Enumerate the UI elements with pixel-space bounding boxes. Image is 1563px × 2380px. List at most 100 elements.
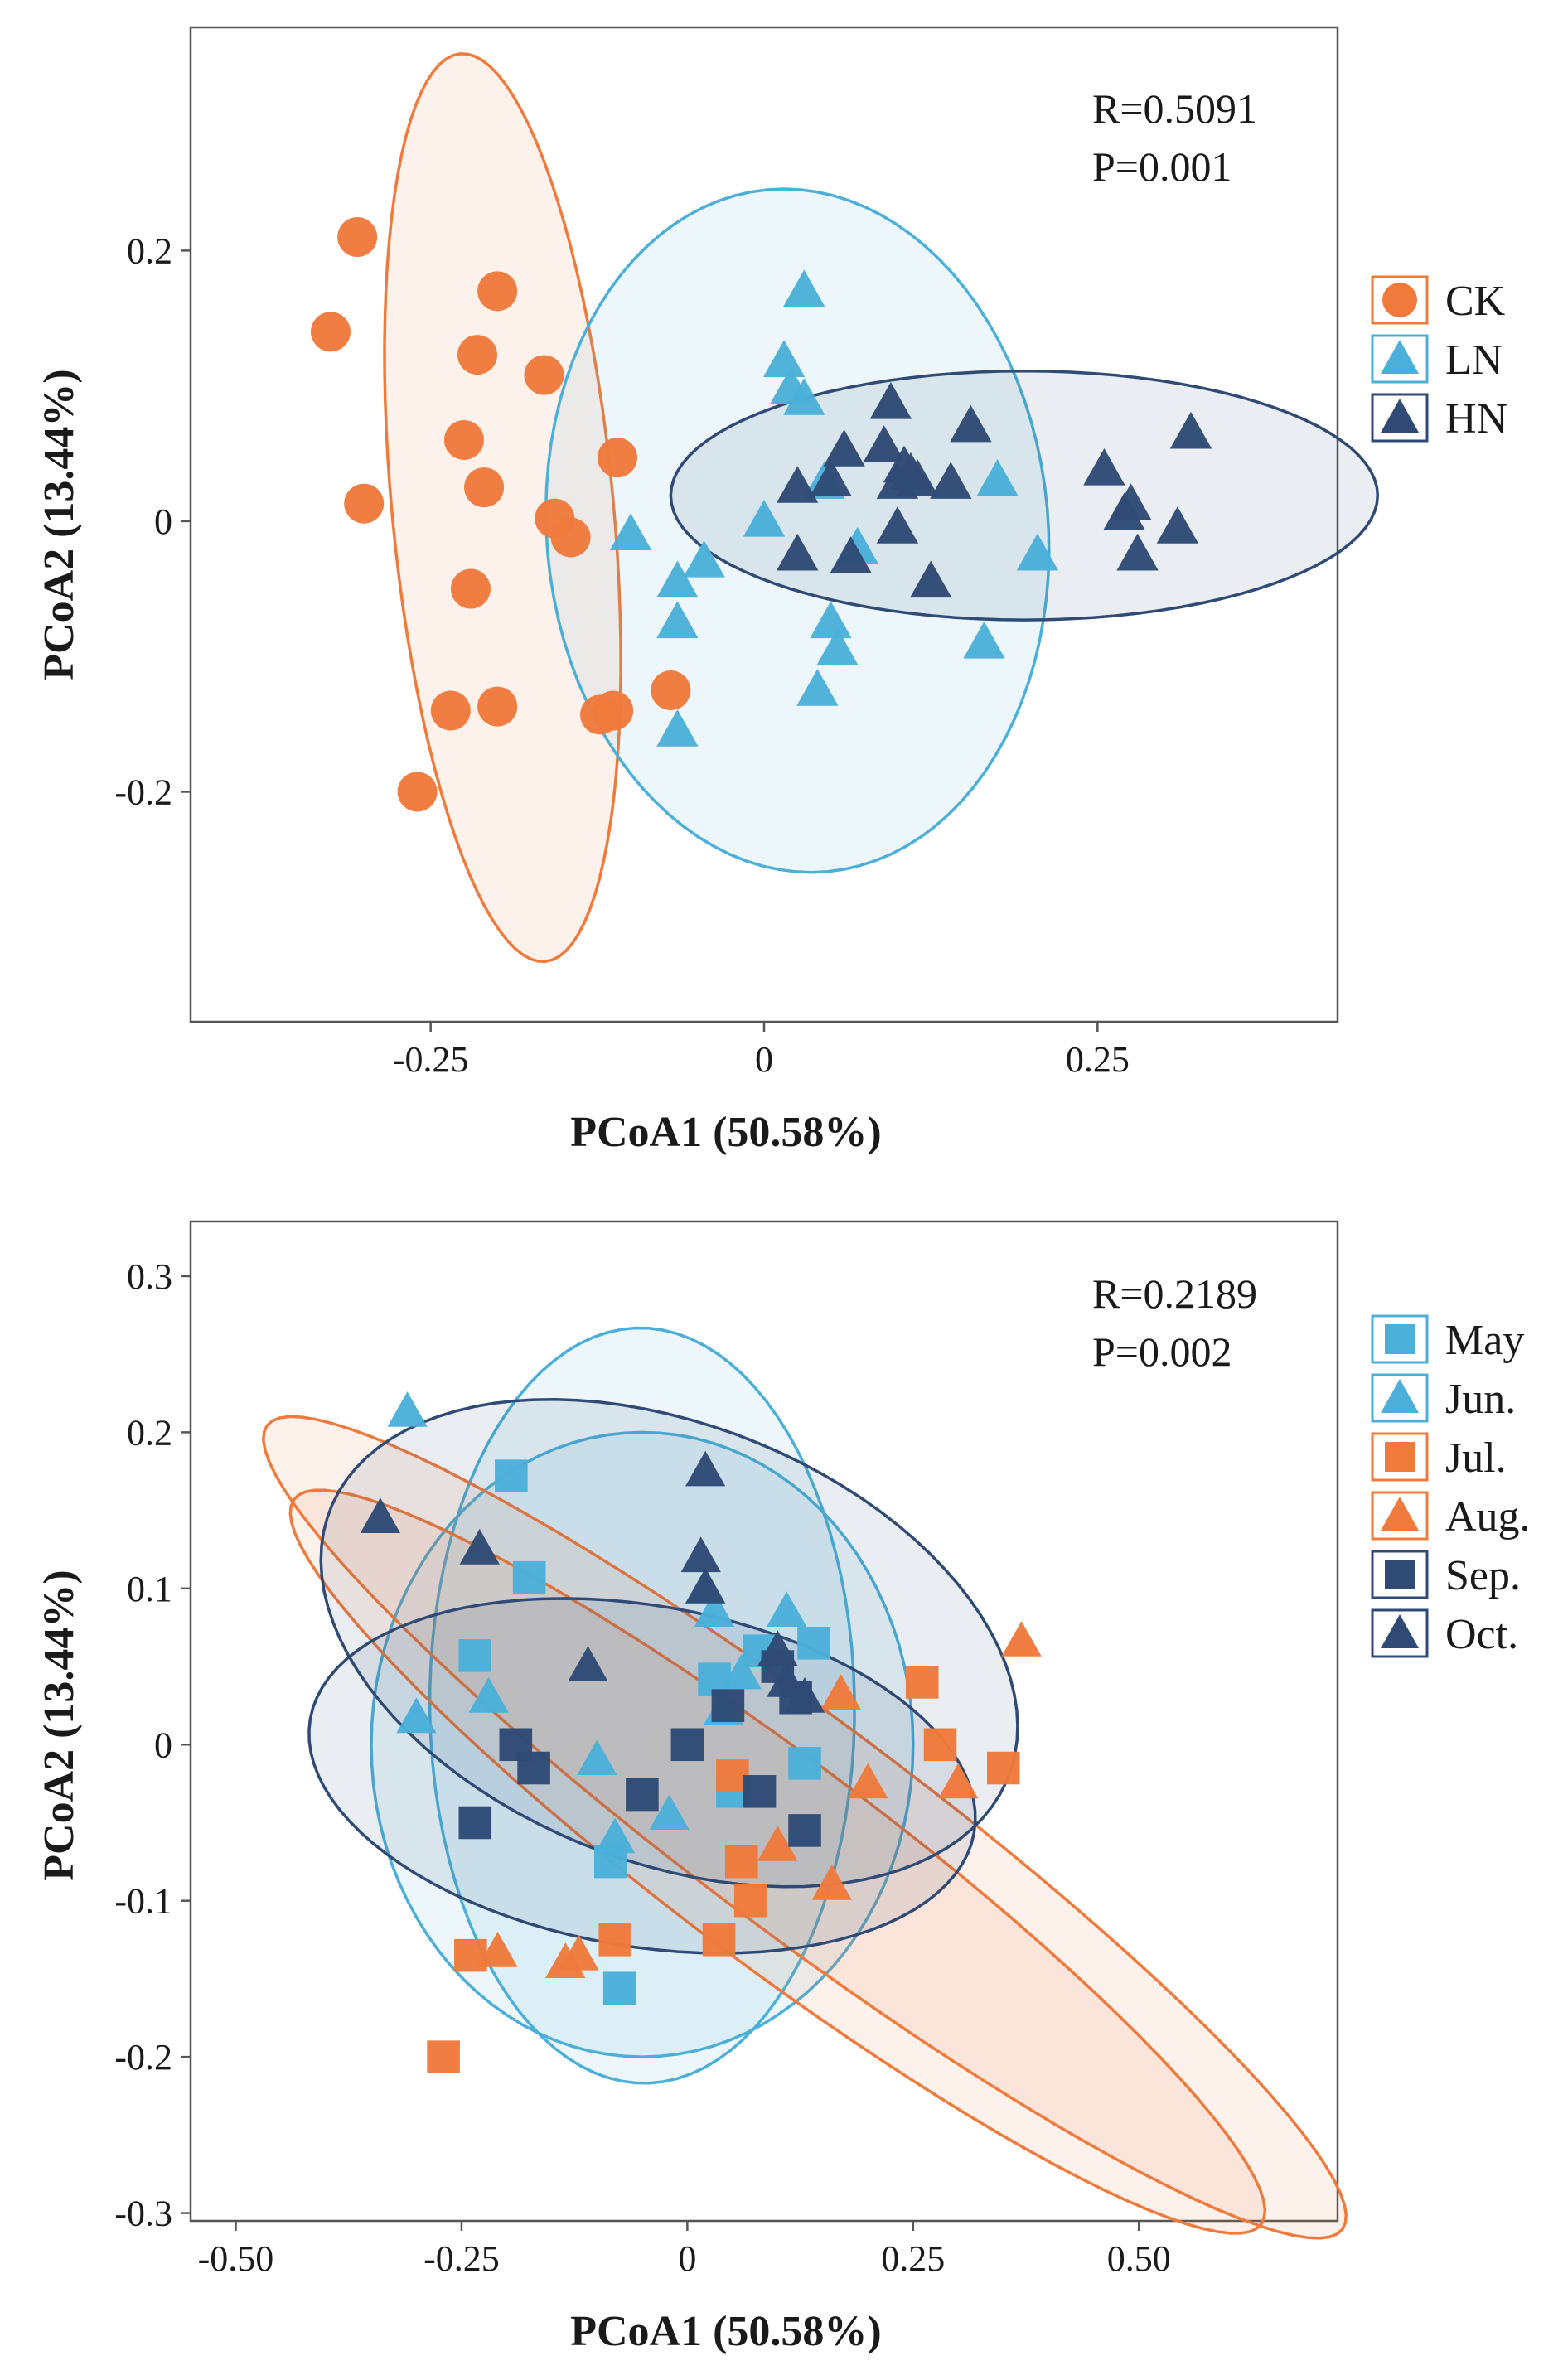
y-tick-label: -0.2 <box>114 772 172 812</box>
point-hn <box>950 404 992 443</box>
legend: May Jun. Jul. Aug. Sep. Oct. <box>1371 1314 1531 1658</box>
legend-label-may: May <box>1445 1317 1524 1364</box>
point-aug <box>848 1763 888 1799</box>
legend-key-sep <box>1371 1550 1429 1599</box>
point-jun <box>396 1697 437 1734</box>
point-jul <box>427 2040 460 2073</box>
point-ck <box>450 568 491 609</box>
stat-p: P=0.001 <box>1092 143 1232 190</box>
legend-label-aug: Aug. <box>1445 1493 1531 1541</box>
point-sep <box>626 1778 659 1812</box>
y-axis-title: PCoA2 (13.44%) <box>36 1570 83 1881</box>
point-hn <box>777 533 819 571</box>
point-aug <box>811 1865 852 1900</box>
point-hn <box>863 425 905 462</box>
stat-p: P=0.002 <box>1092 1328 1232 1375</box>
legend-key-ln <box>1371 334 1429 384</box>
point-hn <box>1169 411 1212 449</box>
point-may <box>797 1627 830 1660</box>
point-ln <box>963 621 1005 659</box>
ellipse-hn <box>669 369 1380 622</box>
point-sep <box>458 1806 492 1840</box>
legend-label-ln: LN <box>1445 336 1503 384</box>
legend-marker-sep <box>1385 1560 1415 1589</box>
point-may <box>458 1639 492 1672</box>
point-may <box>495 1459 528 1492</box>
ellipse-jul <box>288 1488 1267 2235</box>
point-ck <box>651 670 691 710</box>
point-ck <box>524 355 564 395</box>
point-hn <box>1103 492 1145 530</box>
chart-panel-month: -0.50 -0.25 0 0.25 0.50 -0.3 -0.2 -0.1 0 0.1 0.2 0.… <box>36 1220 1531 2355</box>
ellipse-layer <box>383 52 1380 964</box>
point-oct <box>784 1676 825 1713</box>
point-aug <box>757 1825 798 1861</box>
point-aug <box>477 1932 518 1967</box>
legend-key-oct <box>1371 1608 1429 1658</box>
point-jul <box>905 1666 939 1699</box>
point-ln <box>976 459 1019 496</box>
point-ck <box>337 217 378 258</box>
point-aug <box>1001 1621 1042 1657</box>
x-axis-title: PCoA1 (50.58%) <box>570 2308 882 2355</box>
point-jun <box>694 1591 735 1627</box>
x-tick-label: 0.25 <box>881 2238 945 2279</box>
legend-label-oct: Oct. <box>1445 1611 1518 1658</box>
y-tick-label: 0.3 <box>127 1256 172 1297</box>
point-jun <box>767 1591 807 1627</box>
point-layer <box>310 217 1212 812</box>
legend-marker-aug <box>1381 1497 1419 1531</box>
x-axis-title: PCoA1 (50.58%) <box>570 1109 882 1156</box>
legend-key-jun <box>1371 1373 1429 1423</box>
point-ln <box>609 513 652 550</box>
point-aug <box>559 1934 599 1971</box>
point-jun <box>721 1653 762 1690</box>
y-tick-label: -0.3 <box>114 2194 172 2234</box>
point-ck <box>310 312 351 352</box>
x-tick-label: 0 <box>678 2238 696 2279</box>
point-oct <box>568 1646 608 1681</box>
legend-marker-ln <box>1381 340 1419 374</box>
point-sep <box>743 1775 777 1808</box>
point-hn <box>1116 533 1159 571</box>
point-hn <box>1083 448 1125 486</box>
point-jun <box>387 1391 428 1427</box>
point-sep <box>670 1728 704 1762</box>
point-may <box>602 1971 636 2005</box>
legend-marker-oct <box>1381 1614 1419 1648</box>
point-ln <box>656 560 699 598</box>
chart-panel-treatment: -0.25 0 0.25 -0.2 0 0.2 PCoA1 (50.58%) PCoA2 … <box>36 26 1507 1156</box>
ellipse-jun <box>370 1430 915 2058</box>
point-jun <box>595 1817 636 1854</box>
point-ln <box>762 340 806 377</box>
axis-ticks: -0.50 -0.25 0 0.25 0.50 -0.3 -0.2 -0.1 0 0.1 0.2 0.… <box>114 1256 1170 2279</box>
point-jun <box>577 1739 617 1775</box>
point-hn <box>810 459 852 496</box>
point-hn <box>823 429 865 467</box>
point-jul <box>724 1845 758 1879</box>
point-oct <box>767 1662 807 1697</box>
point-jul <box>598 1923 631 1957</box>
point-ck <box>430 690 471 731</box>
point-hn <box>830 536 872 573</box>
point-jul <box>923 1728 957 1762</box>
point-hn <box>1156 506 1199 544</box>
point-hn <box>869 382 912 419</box>
point-ln <box>683 540 725 578</box>
x-tick-label: -0.25 <box>393 1039 469 1080</box>
legend-key-aug <box>1371 1491 1429 1541</box>
legend-marker-hn <box>1381 399 1419 433</box>
point-ck <box>477 686 518 727</box>
point-ln <box>796 669 839 706</box>
legend-marker-may <box>1385 1324 1415 1354</box>
point-jul <box>987 1751 1020 1785</box>
y-tick-label: 0.2 <box>127 230 172 271</box>
point-may <box>512 1560 546 1594</box>
point-ln <box>783 378 825 415</box>
point-sep <box>517 1751 550 1785</box>
point-ck <box>477 271 518 312</box>
point-ck <box>443 419 484 460</box>
point-oct <box>685 1450 726 1487</box>
x-tick-label: -0.50 <box>198 2238 274 2279</box>
